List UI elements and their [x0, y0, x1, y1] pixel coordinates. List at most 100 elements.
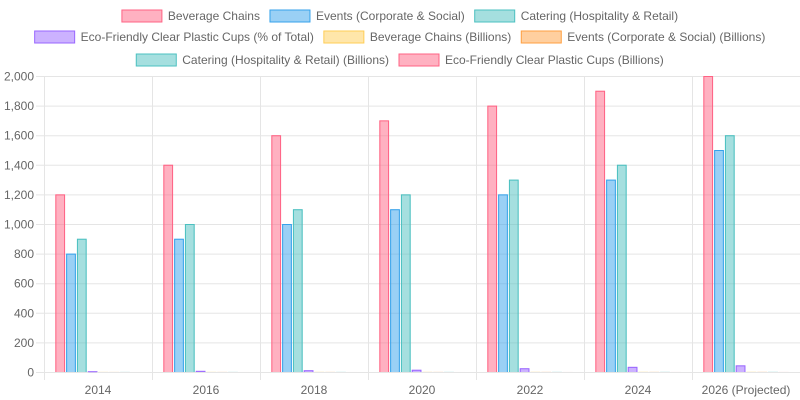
y-tick-label: 2,000: [4, 70, 34, 84]
x-tick-label: 2024: [625, 383, 652, 397]
bar-border: [76, 238, 87, 372]
bar[interactable]: [735, 365, 746, 372]
bar-border: [379, 120, 390, 372]
y-tick-label: 600: [14, 277, 34, 291]
x-tick-label: 2022: [517, 383, 544, 397]
bar-fill: [55, 194, 66, 372]
legend-label: Catering (Hospitality & Retail) (Billion…: [182, 53, 389, 67]
bar[interactable]: [714, 150, 724, 372]
bar[interactable]: [174, 238, 184, 372]
bar-border: [724, 135, 735, 372]
bar-border: [735, 365, 746, 372]
legend-item[interactable]: Events (Corporate & Social) (Billions): [520, 30, 765, 44]
bar-fill: [724, 135, 735, 372]
bar-fill: [487, 105, 498, 372]
legend-label: Events (Corporate & Social): [316, 9, 465, 23]
bar-fill: [271, 135, 282, 372]
bar[interactable]: [282, 224, 292, 372]
bar-border: [390, 209, 400, 372]
bar-border: [55, 194, 66, 372]
legend-item[interactable]: Eco-Friendly Clear Plastic Cups (Billion…: [398, 53, 664, 67]
bar-fill: [703, 76, 714, 372]
bar[interactable]: [411, 369, 422, 372]
x-tick-label: 2020: [409, 383, 436, 397]
legend-item[interactable]: Catering (Hospitality & Retail): [474, 9, 678, 23]
bar[interactable]: [76, 238, 87, 372]
y-tick-label: 800: [14, 247, 34, 261]
x-tick-label: 2026 (Projected): [702, 383, 791, 397]
bar-border: [519, 368, 530, 372]
bar[interactable]: [87, 371, 98, 373]
bar[interactable]: [292, 209, 303, 372]
legend-swatch: [34, 30, 76, 44]
bar[interactable]: [303, 370, 314, 372]
legend-item[interactable]: Beverage Chains (Billions): [323, 30, 511, 44]
legend-swatch: [520, 30, 562, 44]
bar[interactable]: [400, 194, 411, 372]
bar-border: [292, 209, 303, 372]
y-tick-label: 400: [14, 306, 34, 320]
bar[interactable]: [390, 209, 400, 372]
bar[interactable]: [184, 224, 195, 372]
chart-bars: [55, 76, 789, 373]
bar-border: [271, 135, 282, 372]
bar[interactable]: [724, 135, 735, 372]
legend-swatch: [474, 9, 516, 23]
bar[interactable]: [627, 366, 638, 372]
legend-swatch: [398, 53, 440, 67]
chart-gridlines: [36, 76, 800, 380]
y-tick-label: 200: [14, 336, 34, 350]
bar[interactable]: [606, 179, 616, 372]
bar[interactable]: [498, 194, 508, 372]
legend-swatch: [323, 30, 365, 44]
bar[interactable]: [519, 368, 530, 372]
bar-fill: [390, 209, 400, 372]
bar-fill: [400, 194, 411, 372]
bar-border: [400, 194, 411, 372]
bar-border: [606, 179, 616, 372]
bar-fill: [411, 369, 422, 372]
bar-fill: [616, 164, 627, 372]
legend-item[interactable]: Catering (Hospitality & Retail) (Billion…: [135, 53, 389, 67]
bar-fill: [163, 164, 174, 372]
bar[interactable]: [379, 120, 390, 373]
bar-border: [627, 366, 638, 372]
bar[interactable]: [508, 179, 519, 372]
y-tick-label: 1,200: [4, 188, 34, 202]
legend-item[interactable]: Events (Corporate & Social): [269, 9, 465, 23]
bar-border: [595, 90, 606, 372]
bar[interactable]: [55, 194, 66, 372]
legend-label: Eco-Friendly Clear Plastic Cups (% of To…: [81, 30, 314, 44]
bar-fill: [714, 150, 724, 372]
bar[interactable]: [487, 105, 498, 372]
bar[interactable]: [66, 253, 76, 372]
bar-border: [174, 238, 184, 372]
chart-legend: Beverage Chains Events (Corporate & Socia…: [34, 9, 765, 67]
y-tick-label: 1,800: [4, 99, 34, 113]
bar-fill: [282, 224, 292, 372]
bar-border: [282, 224, 292, 372]
bar-border: [66, 253, 76, 372]
bar-border: [163, 164, 174, 372]
bar[interactable]: [163, 164, 174, 372]
bar-fill: [508, 179, 519, 372]
bar[interactable]: [195, 370, 206, 372]
legend-label: Eco-Friendly Clear Plastic Cups (Billion…: [445, 53, 664, 67]
x-axis: 2014 2016 2018 2020 2022 2024 2026 (Projected): [85, 383, 791, 397]
bar-border: [703, 76, 714, 372]
bar-fill: [498, 194, 508, 372]
bar-fill: [735, 365, 746, 372]
bar[interactable]: [595, 90, 606, 373]
bar[interactable]: [616, 164, 627, 372]
bar[interactable]: [703, 76, 714, 372]
y-tick-label: 1,600: [4, 129, 34, 143]
y-axis: 0 200 400 600 800 1,000 1,200 1,400 1,600 1,800 2,…: [4, 70, 45, 380]
bar-border: [303, 370, 314, 372]
bar-fill: [174, 238, 184, 372]
bar-border: [714, 150, 724, 372]
bar[interactable]: [271, 135, 282, 372]
legend-item[interactable]: Beverage Chains: [121, 9, 260, 23]
bar-fill: [76, 238, 87, 372]
bar-border: [487, 105, 498, 372]
legend-item[interactable]: Eco-Friendly Clear Plastic Cups (% of To…: [34, 30, 314, 44]
